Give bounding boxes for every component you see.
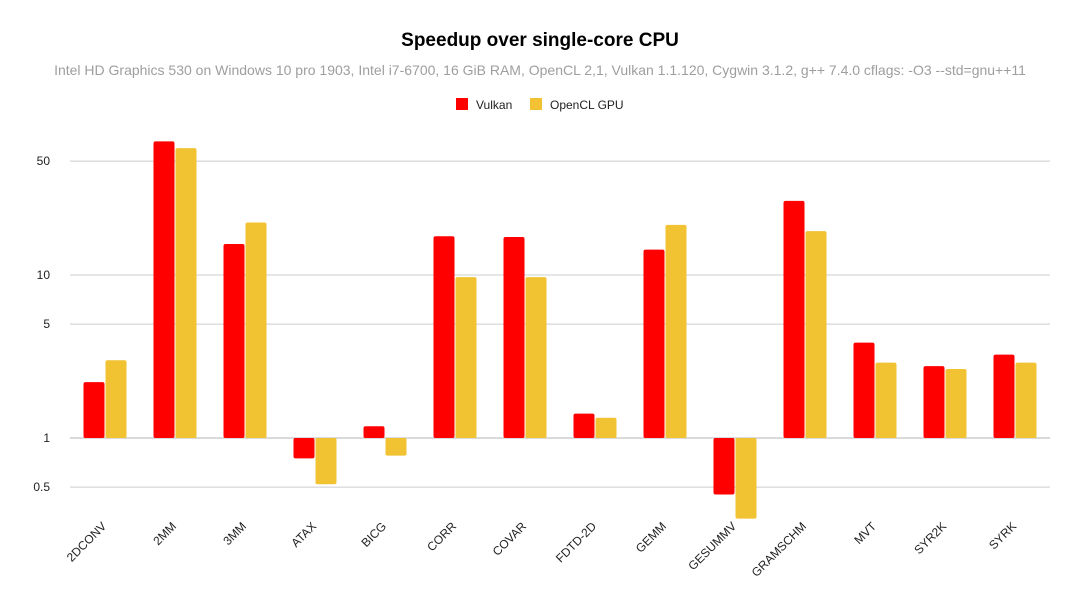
bar-opencl-gpu-3mm [245,222,267,438]
y-tick-label-2: 5 [43,317,50,331]
bar-vulkan-gemm [643,249,665,438]
x-tick-label-gramschm: GRAMSCHM [749,519,809,579]
bar-vulkan-syr2k [923,366,945,438]
bar-opencl-gpu-syr2k [945,369,967,438]
y-axis-ticks: 0.5 1 5 10 50 [33,154,50,494]
x-tick-label-3mm: 3MM [220,519,249,548]
legend-swatch-1 [530,98,542,110]
x-tick-label-corr: CORR [424,519,459,554]
x-tick-label-2dconv: 2DCONV [64,519,109,564]
grid-lines [70,160,1050,488]
bar-vulkan-bicg [363,426,385,438]
bar-opencl-gpu-bicg [385,438,407,456]
bar-opencl-gpu-2mm [175,148,197,438]
bar-opencl-gpu-covar [525,277,547,438]
x-tick-label-gesummv: GESUMMV [685,519,739,573]
legend: Vulkan OpenCL GPU [456,98,624,112]
y-tick-label-1: 1 [43,431,50,445]
bar-vulkan-syrk [993,354,1015,438]
y-tick-label-0: 0.5 [33,480,50,494]
bars [83,141,1037,519]
legend-label-1: OpenCL GPU [550,98,624,112]
bar-opencl-gpu-corr [455,277,477,438]
x-tick-label-bicg: BICG [358,519,389,550]
chart-subtitle: Intel HD Graphics 530 on Windows 10 pro … [54,62,1026,78]
bar-opencl-gpu-syrk [1015,362,1037,438]
x-tick-label-syrk: SYRK [986,519,1019,552]
legend-swatch-0 [456,98,468,110]
bar-vulkan-2dconv [83,382,105,438]
bar-vulkan-gesummv [713,438,735,495]
x-tick-label-gemm: GEMM [633,519,669,555]
y-tick-label-4: 50 [37,154,51,168]
bar-opencl-gpu-gemm [665,224,687,438]
bar-vulkan-mvt [853,342,875,438]
x-tick-label-2mm: 2MM [150,519,179,548]
bar-opencl-gpu-fdtd-2d [595,417,617,438]
bar-vulkan-covar [503,237,525,438]
bar-opencl-gpu-gramschm [805,231,827,438]
bar-opencl-gpu-gesummv [735,438,757,519]
bar-opencl-gpu-atax [315,438,337,485]
bar-opencl-gpu-2dconv [105,360,127,438]
y-tick-label-3: 10 [37,268,51,282]
bar-opencl-gpu-mvt [875,362,897,438]
bar-vulkan-corr [433,236,455,438]
x-tick-label-atax: ATAX [288,519,319,550]
x-tick-label-syr2k: SYR2K [911,519,949,557]
x-axis-ticks: 2DCONV 2MM 3MM ATAX BICG CORR COVAR FDTD-2D GEMM… [64,519,1019,580]
x-tick-label-covar: COVAR [490,519,530,559]
bar-vulkan-atax [293,438,315,459]
bar-vulkan-fdtd-2d [573,413,595,438]
bar-vulkan-gramschm [783,200,805,438]
chart-title: Speedup over single-core CPU [401,30,679,51]
legend-label-0: Vulkan [476,98,512,112]
bar-vulkan-2mm [153,141,175,438]
bar-vulkan-3mm [223,243,245,438]
x-tick-label-fdtd-2d: FDTD-2D [553,519,599,565]
x-tick-label-mvt: MVT [851,519,879,547]
